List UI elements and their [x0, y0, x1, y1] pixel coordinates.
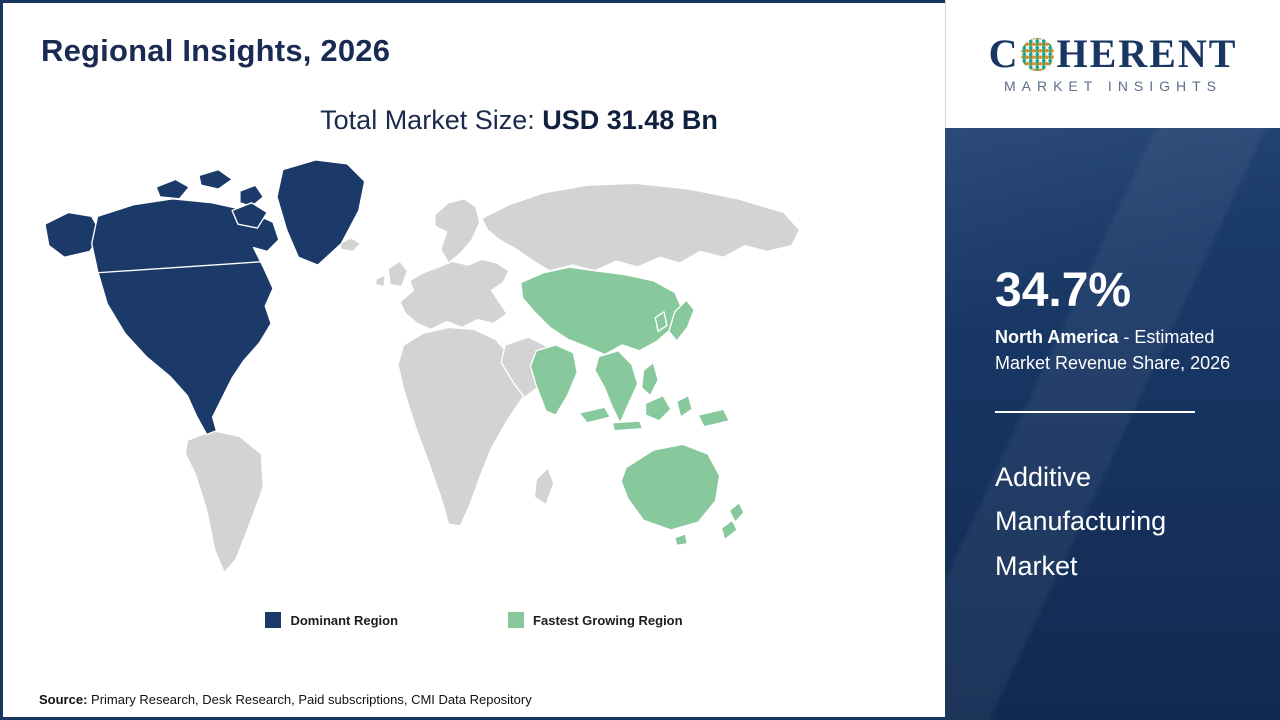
- market-size-value: USD 31.48 Bn: [542, 105, 718, 135]
- dominant-region-swatch: [265, 612, 282, 628]
- main-panel: Regional Insights, 2026 Total Market Siz…: [0, 0, 945, 720]
- other-regions-group: [184, 182, 801, 574]
- region-south-america: [184, 429, 264, 574]
- map-legend: Dominant Region Fastest Growing Region: [3, 612, 945, 628]
- share-region-name: North America: [995, 327, 1119, 348]
- fastest-growing-regions-group: [520, 266, 745, 547]
- logo-letter-c: C: [988, 31, 1020, 76]
- region-new-zealand-north: [728, 502, 745, 523]
- region-new-zealand-south: [720, 519, 738, 541]
- dominant-region-label: Dominant Region: [290, 612, 399, 628]
- region-baffin-island: [231, 202, 268, 229]
- logo-letters-rest: HERENT: [1056, 31, 1238, 76]
- brand-subtitle: MARKET INSIGHTS: [1003, 78, 1223, 94]
- dotted-globe-icon: [1021, 37, 1055, 71]
- right-panel: C HERENT MARKET INSIGHTS 34.7% North Ame…: [945, 0, 1280, 720]
- market-name: Additive Manufacturing Market: [995, 461, 1167, 581]
- fastest-growing-region-swatch: [508, 612, 525, 628]
- insights-sidebar: 34.7% North America - Estimated Market R…: [945, 128, 1280, 720]
- source-label: Source:: [39, 692, 88, 707]
- region-russia-north-asia: [481, 182, 801, 272]
- region-arctic-island-1: [155, 178, 190, 200]
- source-text: Primary Research, Desk Research, Paid su…: [87, 692, 532, 707]
- region-canada-usa-mexico: [91, 198, 280, 436]
- market-size-label: Total Market Size:: [320, 105, 535, 135]
- region-tasmania: [674, 533, 689, 547]
- region-indochina: [594, 350, 639, 424]
- region-arctic-island-3: [239, 184, 264, 208]
- region-madagascar: [533, 466, 555, 506]
- region-india: [529, 344, 578, 416]
- brand-logo: C HERENT: [989, 34, 1238, 74]
- world-map: [44, 159, 801, 574]
- region-philippines: [640, 361, 659, 397]
- region-arctic-island-2: [198, 168, 233, 190]
- market-share-value: 34.7%: [995, 264, 1132, 317]
- source-note: Source: Primary Research, Desk Research,…: [39, 692, 532, 707]
- fastest-growing-region-label: Fastest Growing Region: [533, 612, 683, 628]
- region-ireland: [374, 274, 386, 288]
- region-africa: [397, 326, 532, 527]
- region-java: [611, 420, 644, 432]
- dominant-regions-group: [44, 159, 366, 436]
- market-share-description: North America - Estimated Market Revenue…: [995, 324, 1235, 376]
- region-greenland: [276, 159, 366, 266]
- region-sumatra: [578, 406, 612, 424]
- region-iceland: [338, 237, 362, 253]
- legend-item-fastest-growing: Fastest Growing Region: [508, 612, 683, 628]
- legend-item-dominant: Dominant Region: [265, 612, 398, 628]
- brand-logo-area: C HERENT MARKET INSIGHTS: [945, 0, 1280, 128]
- region-borneo: [644, 394, 672, 422]
- region-australia: [620, 443, 721, 531]
- total-market-size: Total Market Size: USD 31.48 Bn: [3, 105, 945, 136]
- region-scandinavia: [434, 198, 481, 264]
- us-canada-border-line: [95, 260, 270, 274]
- region-korea: [654, 311, 668, 332]
- world-map-container: [41, 156, 821, 604]
- page-title: Regional Insights, 2026: [41, 33, 391, 68]
- region-uk: [387, 260, 409, 288]
- region-europe: [399, 258, 510, 331]
- region-central-east-asia: [520, 266, 684, 356]
- divider-line: [995, 410, 1195, 413]
- region-new-guinea: [697, 408, 731, 428]
- region-japan: [668, 299, 695, 342]
- share-region-rest: - Estimated Market Revenue Share, 2026: [995, 327, 1231, 374]
- region-sulawesi: [676, 394, 693, 418]
